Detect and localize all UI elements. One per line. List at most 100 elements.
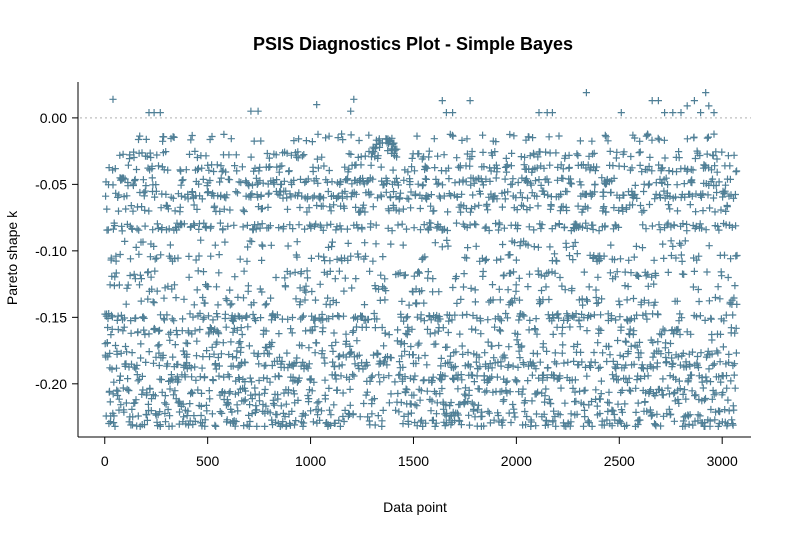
data-point [642, 272, 650, 280]
data-point [140, 421, 149, 429]
data-point [724, 273, 732, 282]
data-point [631, 190, 639, 199]
data-point [406, 374, 414, 382]
data-point [427, 316, 435, 324]
data-point [544, 191, 552, 199]
data-point [597, 377, 605, 385]
data-point [421, 351, 429, 360]
data-point [128, 349, 136, 357]
data-point [677, 241, 685, 249]
data-point [142, 358, 150, 366]
data-point [593, 163, 601, 171]
data-point [276, 188, 285, 196]
data-point [527, 418, 535, 426]
data-point [390, 139, 398, 147]
data-point [444, 164, 453, 172]
data-point [423, 164, 431, 172]
data-point [545, 295, 553, 304]
data-point [692, 391, 700, 399]
data-point [574, 151, 582, 160]
data-point [399, 205, 407, 213]
data-point [466, 97, 474, 105]
data-point [513, 206, 521, 214]
data-point [319, 202, 327, 210]
data-point [716, 358, 724, 366]
data-point [583, 372, 591, 380]
data-point [650, 256, 658, 264]
data-point [537, 286, 546, 295]
data-point [469, 311, 477, 320]
data-point [619, 207, 627, 215]
data-point [623, 421, 631, 429]
x-axis: 0 500 1000 1500 2000 2500 3000 [78, 436, 751, 469]
data-point [325, 166, 333, 175]
data-point [606, 269, 614, 277]
data-point [211, 421, 219, 429]
data-point [696, 220, 704, 228]
data-point [228, 408, 236, 416]
data-point [413, 313, 421, 321]
data-point [534, 388, 542, 396]
data-point [321, 376, 329, 384]
data-point [531, 326, 539, 334]
data-point [676, 330, 684, 339]
data-point [625, 374, 633, 382]
data-point [617, 109, 625, 117]
data-point [108, 365, 116, 373]
data-point [330, 329, 338, 337]
data-point [472, 358, 480, 366]
data-point [128, 421, 137, 429]
data-point [559, 341, 567, 349]
data-point [605, 343, 613, 351]
data-point [666, 205, 674, 213]
data-point [474, 401, 483, 409]
data-point [157, 204, 165, 212]
data-point [329, 347, 337, 355]
data-point [248, 190, 256, 198]
x-tick-label: 0 [101, 453, 109, 469]
data-point [465, 411, 473, 419]
data-point [352, 275, 360, 283]
data-point [175, 376, 183, 384]
data-point [279, 418, 287, 426]
data-point [620, 191, 628, 199]
data-point [218, 409, 226, 417]
data-point [142, 135, 150, 143]
data-point [464, 244, 472, 252]
data-point [116, 372, 124, 380]
data-point [188, 330, 196, 338]
data-point [730, 371, 738, 379]
data-point [217, 162, 225, 170]
data-point [446, 412, 454, 420]
data-point [708, 350, 716, 358]
data-point [506, 130, 514, 139]
data-point [553, 176, 562, 184]
data-point [364, 413, 372, 421]
data-point [193, 205, 201, 213]
data-point [296, 284, 304, 292]
data-point [369, 203, 377, 211]
data-point [262, 361, 270, 369]
data-point [641, 398, 649, 406]
data-point [429, 288, 437, 296]
data-point [212, 283, 221, 291]
data-point [302, 282, 310, 290]
data-point [722, 311, 730, 319]
data-point [475, 385, 483, 393]
data-point [514, 178, 522, 187]
data-point [689, 283, 697, 291]
data-point [624, 282, 632, 291]
data-point [345, 375, 353, 383]
data-point [270, 180, 278, 188]
data-point [166, 385, 174, 393]
data-point [323, 221, 331, 229]
data-point [151, 193, 159, 201]
data-point [379, 253, 387, 261]
data-point [468, 147, 476, 156]
data-point [366, 267, 374, 275]
data-point [644, 270, 652, 278]
data-point [457, 208, 465, 216]
data-point [591, 167, 599, 175]
data-point [445, 175, 453, 183]
data-point [293, 238, 301, 246]
